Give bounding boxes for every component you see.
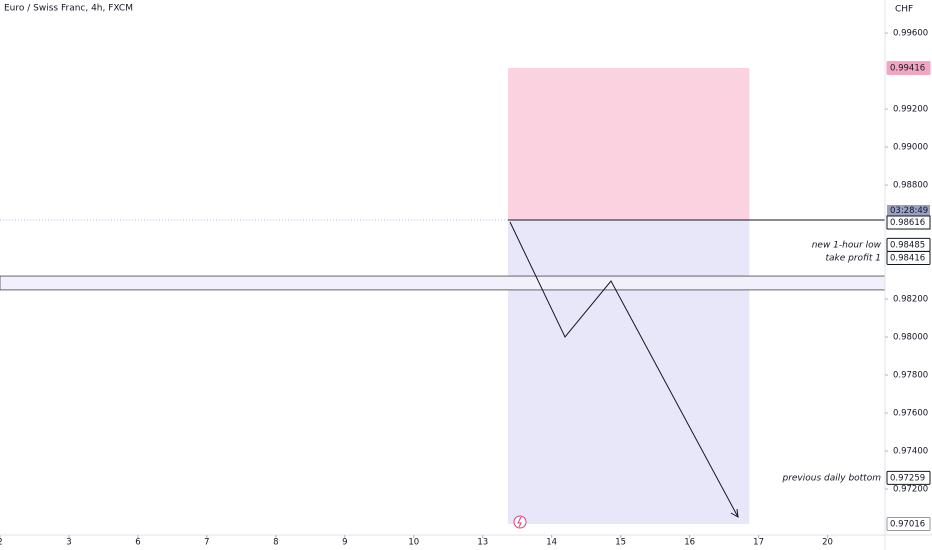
stop-zone <box>508 68 750 221</box>
x-tick-label: 8 <box>273 538 278 548</box>
y-tick-label: 0.98200 <box>893 295 928 305</box>
entry-price-label-box <box>886 215 931 230</box>
x-tick-label: 9 <box>342 538 347 548</box>
stop-price-label: 0.99416 <box>890 64 925 74</box>
x-tick-label: 16 <box>684 538 695 548</box>
target-zone <box>508 220 750 524</box>
y-tick-label: 0.97400 <box>893 447 928 457</box>
y-tick-label: 0.99600 <box>893 29 928 39</box>
x-tick-label: 7 <box>204 538 209 548</box>
y-tick-label: 0.99200 <box>893 105 928 115</box>
level-label: take profit 1 <box>825 254 881 264</box>
projection-arrowhead <box>730 508 739 518</box>
chart-title: Euro / Swiss Franc, 4h, FXCM <box>4 4 133 14</box>
level-label-bg <box>808 240 885 251</box>
target-price-label: 0.97016 <box>890 519 925 529</box>
alert-icon[interactable] <box>513 515 527 529</box>
stop-price-label-box <box>886 61 931 76</box>
target-price-label-box <box>886 516 931 531</box>
projection-path <box>509 221 739 518</box>
x-tick-label: 2 <box>0 538 3 548</box>
level-label-bg <box>822 253 884 264</box>
level-price-label-box <box>886 251 931 266</box>
currency: CHF <box>895 5 913 15</box>
y-tick-label: 0.97800 <box>893 371 928 381</box>
y-tick-label: 0.97200 <box>893 485 928 495</box>
zone-band <box>0 275 885 291</box>
axes: 0.99600 0.99200 0.99000 0.98800 0.98200 0.980… <box>0 29 931 548</box>
x-tick-label: 20 <box>822 538 833 548</box>
x-tick-label: 13 <box>477 538 488 548</box>
y-tick-label: 0.97600 <box>893 409 928 419</box>
alert-icon-bolt <box>517 516 522 528</box>
y-tick-label: 0.98000 <box>893 333 928 343</box>
x-tick-label: 10 <box>408 538 419 548</box>
entry-price-label: 0.98616 <box>890 218 925 228</box>
countdown: 03:28:49 <box>890 206 928 216</box>
x-tick-label: 6 <box>135 538 140 548</box>
level-price-label: 0.98485 <box>890 240 925 250</box>
countdown-box <box>887 205 930 217</box>
level-label: previous daily bottom <box>781 473 881 483</box>
y-tick-label: 0.99000 <box>893 143 928 153</box>
x-tick-label: 15 <box>615 538 626 548</box>
plot-background <box>0 68 885 524</box>
x-tick-label: 3 <box>66 538 71 548</box>
x-tick-label: 17 <box>753 538 764 548</box>
level-label-bg <box>778 473 885 484</box>
level-price-label-box <box>886 470 931 485</box>
x-tick-label: 14 <box>546 538 557 548</box>
level-price-label: 0.98416 <box>890 254 925 264</box>
level-price-label: 0.97259 <box>890 473 925 483</box>
level-label: new 1-hour low <box>812 240 882 250</box>
y-tick-label: 0.98800 <box>893 181 928 191</box>
